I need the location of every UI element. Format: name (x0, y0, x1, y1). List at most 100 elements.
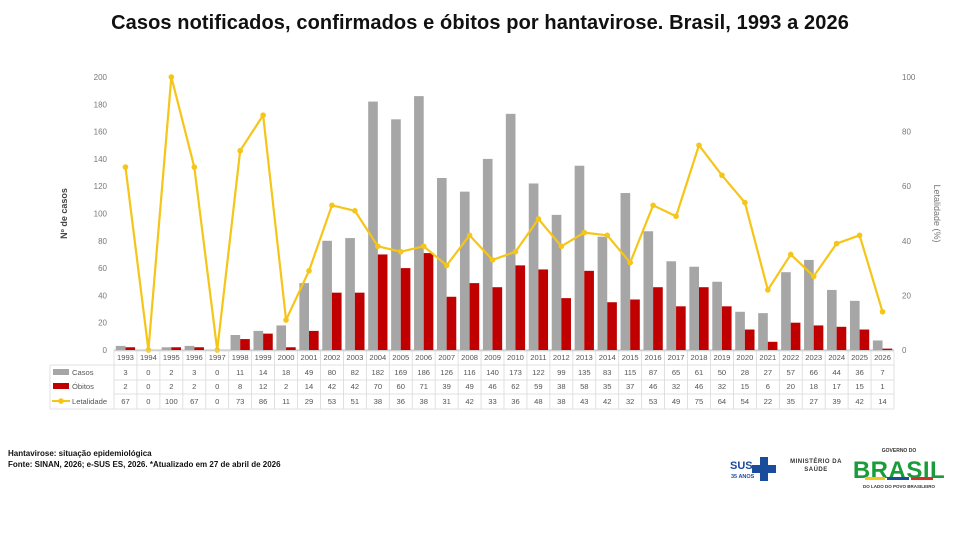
year-label-2001: 2001 (301, 353, 318, 362)
table-cell-casos-2024: 44 (832, 368, 840, 377)
year-label-1993: 1993 (117, 353, 134, 362)
legend-label-letalidade: Letalidade (72, 397, 107, 406)
year-label-2022: 2022 (782, 353, 799, 362)
bar-casos-2025 (849, 300, 860, 350)
bar-obitos-2018 (699, 287, 709, 350)
y-tick-label: 40 (98, 291, 107, 300)
year-label-2025: 2025 (851, 353, 868, 362)
point-letalidade-2017 (673, 213, 679, 220)
sus-logo-text: SUS (730, 460, 753, 472)
year-label-2010: 2010 (507, 353, 524, 362)
table-cell-letalidade-2011: 48 (534, 397, 542, 406)
table-cell-obitos-2013: 58 (580, 382, 588, 391)
table-cell-obitos-2010: 62 (511, 382, 519, 391)
point-letalidade-1999 (260, 112, 266, 119)
bar-casos-2013 (574, 165, 585, 350)
table-cell-obitos-2014: 35 (603, 382, 611, 391)
table-cell-casos-2023: 66 (809, 368, 817, 377)
table-cell-casos-2016: 87 (649, 368, 657, 377)
point-letalidade-2005 (397, 248, 404, 255)
table-cell-obitos-2011: 59 (534, 382, 542, 391)
table-cell-casos-2012: 99 (557, 368, 565, 377)
bar-casos-2001 (299, 283, 309, 350)
year-label-2006: 2006 (415, 353, 432, 362)
bar-obitos-2022 (790, 322, 801, 350)
year-label-2014: 2014 (599, 353, 616, 362)
table-cell-obitos-2019: 32 (718, 382, 726, 391)
table-cell-letalidade-2012: 38 (557, 397, 565, 406)
table-cell-casos-2007: 126 (440, 368, 453, 377)
bar-casos-2003 (345, 238, 355, 350)
point-letalidade-2003 (352, 207, 358, 214)
y2-tick-label: 80 (902, 128, 911, 137)
legend-swatch-casos (53, 369, 69, 375)
bar-casos-2002 (322, 240, 332, 350)
y-tick-label: 80 (98, 237, 107, 246)
point-letalidade-2023 (810, 273, 817, 280)
table-cell-casos-2011: 122 (532, 368, 545, 377)
table-cell-obitos-2008: 49 (465, 382, 473, 391)
y2-tick-label: 100 (902, 73, 916, 82)
point-letalidade-2012 (558, 243, 565, 250)
table-cell-letalidade-2020: 54 (741, 397, 749, 406)
year-label-2008: 2008 (461, 353, 478, 362)
point-letalidade-2014 (604, 232, 611, 239)
table-cell-letalidade-2007: 31 (442, 397, 450, 406)
bar-casos-1999 (253, 330, 264, 350)
bar-obitos-2010 (515, 265, 526, 350)
table-cell-obitos-2023: 18 (809, 382, 817, 391)
point-letalidade-1995 (168, 74, 175, 80)
point-letalidade-2013 (581, 229, 588, 236)
table-cell-letalidade-2006: 38 (419, 397, 427, 406)
year-label-1999: 1999 (255, 353, 272, 362)
y-tick-label: 60 (98, 264, 107, 273)
year-label-2003: 2003 (346, 353, 363, 362)
lethality-line (122, 74, 886, 353)
point-letalidade-2002 (329, 202, 335, 209)
point-letalidade-2008 (466, 232, 473, 239)
bar-obitos-2002 (331, 292, 342, 350)
bar-casos-2017 (666, 261, 677, 350)
table-cell-obitos-1997: 0 (215, 382, 219, 391)
table-cell-casos-1996: 3 (192, 368, 196, 377)
sus-logo: SUS 35 ANOS (730, 457, 776, 481)
table-cell-obitos-2018: 46 (695, 382, 703, 391)
point-letalidade-2026 (879, 308, 886, 315)
table-cell-casos-2006: 186 (417, 368, 430, 377)
point-letalidade-2018 (696, 142, 702, 149)
bar-casos-2011 (528, 183, 539, 350)
bar-casos-2007 (437, 178, 447, 350)
point-letalidade-2024 (833, 240, 840, 247)
year-label-2009: 2009 (484, 353, 501, 362)
table-cell-casos-2026: 7 (880, 368, 884, 377)
ministerio-line-1: MINISTÉRIO DA (790, 459, 842, 465)
bar-obitos-1999 (263, 333, 273, 350)
bar-obitos-2024 (836, 326, 847, 350)
bar-casos-2023 (804, 259, 814, 350)
bar-casos-2008 (459, 191, 470, 350)
year-label-2023: 2023 (805, 353, 822, 362)
y2-axis-title: Letalidade (%) (932, 184, 942, 242)
bar-obitos-2004 (377, 254, 388, 350)
year-label-2021: 2021 (759, 353, 776, 362)
bar-obitos-2005 (400, 268, 411, 350)
table-cell-letalidade-2022: 35 (787, 397, 795, 406)
point-letalidade-2009 (489, 257, 496, 263)
bar-casos-2014 (597, 236, 608, 350)
table-cell-letalidade-2005: 36 (397, 397, 405, 406)
y-axis-title: Nº de casos (59, 188, 69, 239)
point-letalidade-2025 (856, 232, 863, 239)
table-cell-letalidade-2013: 43 (580, 397, 588, 406)
bar-obitos-2009 (492, 287, 503, 350)
year-label-2007: 2007 (438, 353, 455, 362)
footer: Hantavirose: situação epidemiológica Fon… (8, 448, 281, 470)
table-cell-obitos-1998: 8 (238, 382, 242, 391)
y-tick-label: 160 (94, 128, 108, 137)
legend-swatch-obitos (53, 383, 69, 389)
governo-accent-red (911, 477, 933, 480)
y-tick-label: 20 (98, 319, 107, 328)
year-label-1995: 1995 (163, 353, 180, 362)
table-cell-letalidade-2026: 14 (878, 397, 886, 406)
bar-casos-2004 (368, 101, 378, 350)
year-label-2011: 2011 (530, 353, 546, 362)
